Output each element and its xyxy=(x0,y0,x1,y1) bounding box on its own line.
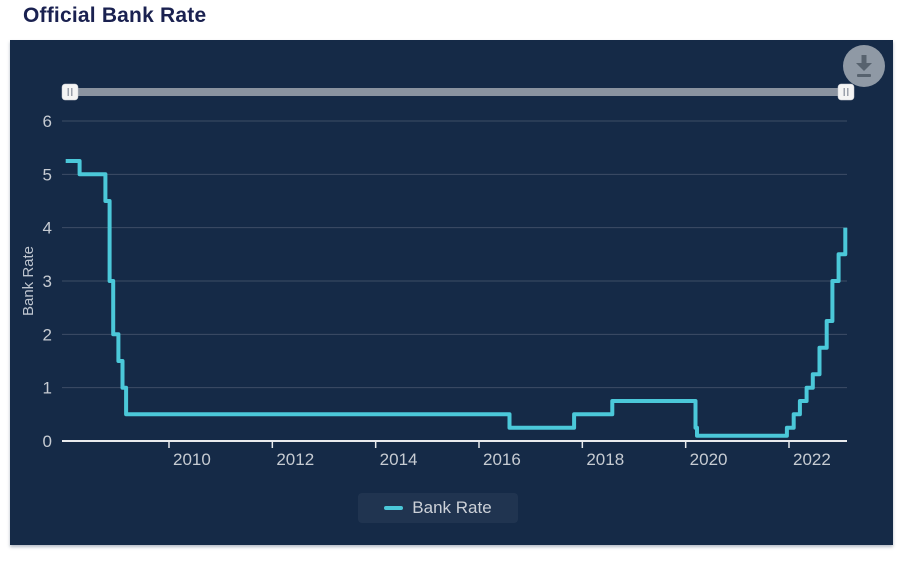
page-title: Official Bank Rate xyxy=(23,4,207,27)
y-axis-title: Bank Rate xyxy=(20,246,37,316)
chart-panel: 0 1 2 3 4 5 6 2010 2012 2014 2016 2018 2020 2022 Ban… xyxy=(10,40,893,545)
y-axis-labels: 0 1 2 3 4 5 6 xyxy=(43,112,52,451)
legend-swatch-icon xyxy=(384,506,404,510)
download-button[interactable] xyxy=(843,45,885,87)
bank-rate-chart: 0 1 2 3 4 5 6 2010 2012 2014 2016 2018 2020 2022 Ban… xyxy=(20,45,885,469)
y-tick-label-5: 5 xyxy=(43,165,52,184)
legend-item-bank-rate[interactable]: Bank Rate xyxy=(358,493,518,523)
legend-label: Bank Rate xyxy=(412,498,492,517)
range-slider-left-handle[interactable] xyxy=(61,83,79,101)
x-axis-ticks xyxy=(168,441,790,448)
gridlines xyxy=(62,120,847,389)
range-slider-right-handle[interactable] xyxy=(837,83,855,101)
x-tick-label-2018: 2018 xyxy=(586,450,624,469)
y-tick-label-3: 3 xyxy=(43,272,52,291)
x-axis-labels: 2010 2012 2014 2016 2018 2020 2022 xyxy=(173,450,831,469)
x-tick-label-2016: 2016 xyxy=(483,450,521,469)
x-tick-label-2012: 2012 xyxy=(276,450,314,469)
range-slider-track[interactable] xyxy=(70,88,846,96)
y-tick-label-4: 4 xyxy=(43,219,52,238)
x-tick-label-2014: 2014 xyxy=(380,450,418,469)
x-tick-label-2022: 2022 xyxy=(793,450,831,469)
range-slider xyxy=(61,83,855,101)
download-icon xyxy=(856,55,872,77)
x-tick-label-2020: 2020 xyxy=(690,450,728,469)
y-tick-label-2: 2 xyxy=(43,325,52,344)
bank-rate-series-line xyxy=(65,159,848,438)
x-tick-label-2010: 2010 xyxy=(173,450,211,469)
y-tick-label-1: 1 xyxy=(43,379,52,398)
y-tick-label-0: 0 xyxy=(43,432,52,451)
y-tick-label-6: 6 xyxy=(43,112,52,131)
